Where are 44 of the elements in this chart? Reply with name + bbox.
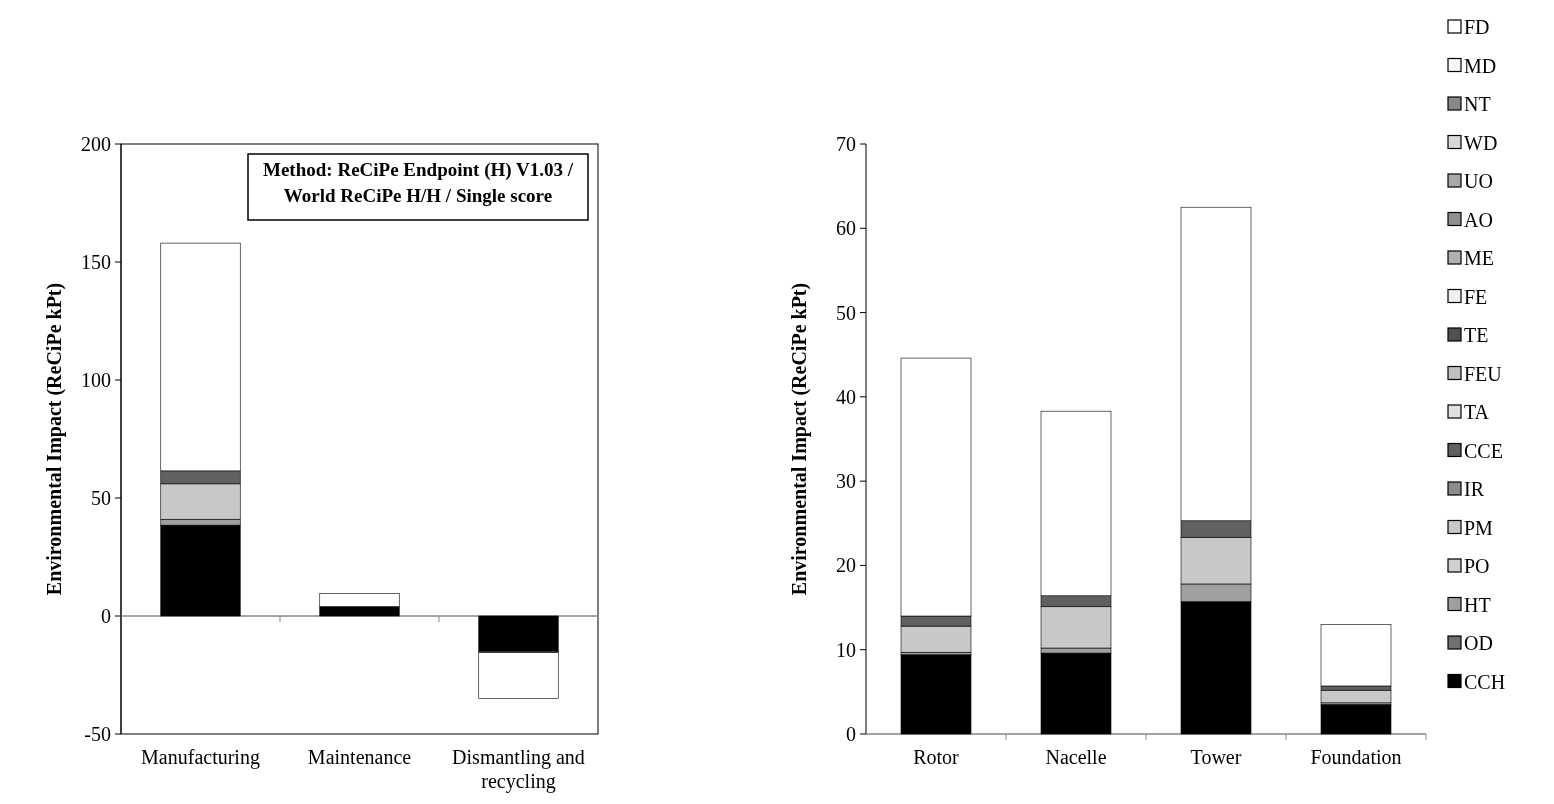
annotation: World ReCiPe H/H / Single score (283, 185, 553, 206)
y-axis-title: Environmental Impact (ReCiPe kPt) (788, 282, 811, 596)
legend-label: AO (1464, 208, 1493, 231)
legend-label: CCE (1464, 439, 1503, 462)
y-tick-label: 0 (846, 723, 856, 745)
y-tick-label: 20 (836, 554, 856, 577)
legend-label: MD (1464, 54, 1497, 77)
legend-label: FE (1464, 285, 1488, 308)
x-tick-label: Rotor (913, 746, 960, 768)
y-tick-label: 50 (836, 301, 856, 324)
y-axis-title: Environmental Impact (ReCiPe kPt) (43, 282, 66, 596)
x-tick-label: Maintenance (307, 746, 412, 768)
legend-label: FEU (1464, 362, 1503, 385)
y-tick-label: 50 (91, 487, 111, 509)
x-tick-label: Nacelle (1045, 746, 1107, 768)
y-tick-label: 0 (101, 605, 111, 627)
y-tick-label: 30 (836, 470, 856, 493)
method-note-box: Method: ReCiPe Endpoint (H) V1.03 / World ReCiPe H/H / Single score (247, 153, 589, 221)
y-tick-label: 60 (836, 217, 856, 240)
x-tick-label: Manufacturing (141, 746, 260, 769)
legend-label: TA (1464, 401, 1490, 423)
y-tick-label: -50 (84, 723, 111, 745)
legend-label: UO (1464, 170, 1493, 192)
x-tick-label: Dismantling and recycling (452, 746, 585, 793)
y-tick-label: 200 (81, 133, 111, 155)
y-tick-label: 70 (836, 133, 856, 155)
legend-label: CCH (1464, 670, 1506, 693)
annotation: Method: ReCiPe Endpoint (H) V1.03 / (263, 159, 574, 181)
x-tick-label: Foundation (1310, 746, 1402, 768)
y-tick-label: 40 (836, 385, 856, 408)
y-tick-label: 150 (81, 251, 111, 273)
legend-label: NT (1464, 93, 1491, 115)
legend-label: HT (1464, 593, 1491, 616)
legend-label: IR (1464, 478, 1485, 500)
x-tick-label: Tower (1190, 746, 1242, 768)
legend-label: ME (1464, 247, 1494, 269)
legend-label: PM (1464, 516, 1494, 539)
y-tick-label: 10 (836, 638, 856, 661)
legend-label: WD (1464, 131, 1498, 154)
y-tick-label: 100 (81, 369, 111, 391)
legend-label: OD (1464, 632, 1493, 654)
legend-label: FD (1464, 16, 1490, 38)
legend-label: TE (1464, 324, 1489, 346)
legend-label: PO (1464, 555, 1490, 577)
